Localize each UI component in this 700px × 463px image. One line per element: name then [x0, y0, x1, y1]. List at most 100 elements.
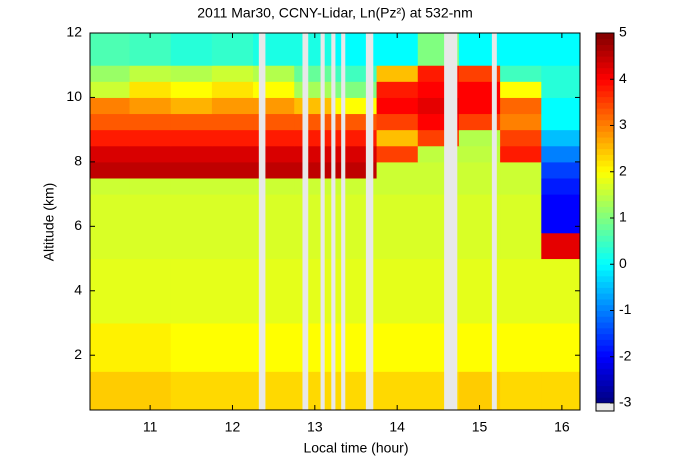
heatmap-cell	[541, 194, 581, 234]
data-gap	[331, 33, 336, 410]
colorbar-swatch	[596, 131, 614, 138]
colorbar-swatch	[596, 287, 614, 294]
heatmap-cell	[170, 129, 213, 147]
colorbar-swatch	[596, 246, 614, 254]
colorbar-swatch	[596, 333, 614, 340]
heatmap-cell	[376, 178, 419, 195]
heatmap-cell	[294, 81, 336, 98]
heatmap-cell	[211, 232, 254, 260]
colorbar-swatch	[596, 327, 614, 335]
colorbar-tick-label: 3	[619, 116, 627, 132]
data-gap	[320, 33, 325, 410]
heatmap-cell	[458, 97, 501, 115]
heatmap-cell	[129, 323, 172, 372]
heatmap-cell	[90, 65, 131, 82]
heatmap-cell	[458, 113, 501, 131]
x-tick-label: 12	[225, 419, 241, 435]
heatmap-cell	[294, 65, 336, 82]
heatmap-cell	[541, 65, 581, 82]
colorbar-swatch	[596, 125, 614, 132]
colorbar-swatch	[596, 183, 614, 190]
heatmap-cell	[129, 258, 172, 324]
heatmap-cell	[294, 161, 336, 179]
colorbar-tick-label: 0	[619, 255, 627, 271]
heatmap-cell	[129, 129, 172, 147]
x-tick-label: 11	[143, 419, 158, 435]
heatmap-cell	[211, 178, 254, 195]
heatmap-cell	[294, 371, 336, 411]
y-tick-label: 2	[74, 346, 82, 362]
heatmap-cell	[170, 33, 213, 66]
y-tick-label: 10	[66, 88, 82, 104]
colorbar-swatch	[596, 252, 614, 259]
colorbar-swatch	[596, 345, 614, 352]
x-tick-label: 14	[389, 419, 405, 435]
colorbar-swatch	[596, 61, 614, 69]
heatmap-cell	[170, 323, 213, 372]
heatmap-cell	[294, 178, 336, 195]
heatmap-cell	[294, 232, 336, 260]
heatmap-cell	[170, 194, 213, 234]
heatmap-cell	[376, 258, 419, 324]
heatmap-cell	[90, 323, 131, 372]
colorbar-swatch	[596, 67, 614, 74]
colorbar-swatch	[596, 304, 614, 311]
heatmap-cell	[211, 161, 254, 179]
colorbar-nan	[595, 402, 615, 412]
heatmap-cell	[129, 145, 172, 163]
heatmap-cell	[294, 323, 336, 372]
x-tick-label: 15	[472, 419, 488, 435]
heatmap-cell	[458, 65, 501, 82]
colorbar-swatch	[596, 165, 614, 173]
heatmap-cell	[129, 81, 172, 98]
y-axis-label: Altitude (km)	[41, 183, 57, 262]
heatmap-cell	[129, 178, 172, 195]
heatmap-cell	[458, 145, 501, 163]
heatmap-cell	[170, 97, 213, 115]
colorbar-swatch	[596, 316, 614, 323]
heatmap-cell	[294, 129, 336, 147]
heatmap-cell	[170, 145, 213, 163]
heatmap-cell	[541, 113, 581, 131]
colorbar-swatch	[596, 241, 614, 248]
x-tick-label: 16	[554, 419, 570, 435]
heatmap-cell	[170, 178, 213, 195]
colorbar-tick-label: -3	[619, 394, 632, 410]
colorbar-swatch	[596, 379, 614, 387]
heatmap-cell	[500, 97, 542, 115]
colorbar-swatch	[596, 189, 614, 196]
chart-title: 2011 Mar30, CCNY-Lidar, Ln(Pz²) at 532-n…	[197, 5, 472, 21]
heatmap-cell	[211, 145, 254, 163]
colorbar-swatch	[596, 171, 614, 179]
heatmap-cell	[500, 113, 542, 131]
colorbar-swatch	[596, 258, 614, 265]
colorbar-swatch	[596, 79, 614, 86]
colorbar-swatch	[596, 137, 614, 144]
heatmap-cell	[170, 65, 213, 82]
colorbar-swatch	[596, 194, 614, 202]
heatmap-cell	[458, 129, 501, 147]
heatmap-cell	[294, 33, 336, 66]
x-tick-label: 13	[307, 419, 323, 435]
heatmap-cell	[541, 97, 581, 115]
colorbar-swatch	[596, 212, 614, 219]
heatmap-cell	[541, 258, 581, 324]
colorbar-swatch	[596, 270, 614, 277]
heatmap-cell	[211, 129, 254, 147]
colorbar-swatch	[596, 142, 614, 150]
heatmap-cell	[211, 33, 254, 66]
heatmap-cell	[211, 81, 254, 98]
heatmap-cell	[541, 323, 581, 372]
heatmap-cell	[129, 194, 172, 234]
heatmap-cell	[170, 161, 213, 179]
heatmap-cell	[376, 97, 419, 115]
colorbar-swatch	[596, 275, 614, 283]
heatmap-cell	[376, 129, 419, 147]
heatmap-cell	[458, 81, 501, 98]
colorbar-swatch	[596, 223, 614, 231]
heatmap-cell	[500, 145, 542, 163]
heatmap-cell	[90, 81, 131, 98]
colorbar-swatch	[596, 113, 614, 121]
heatmap-cell	[90, 33, 131, 66]
